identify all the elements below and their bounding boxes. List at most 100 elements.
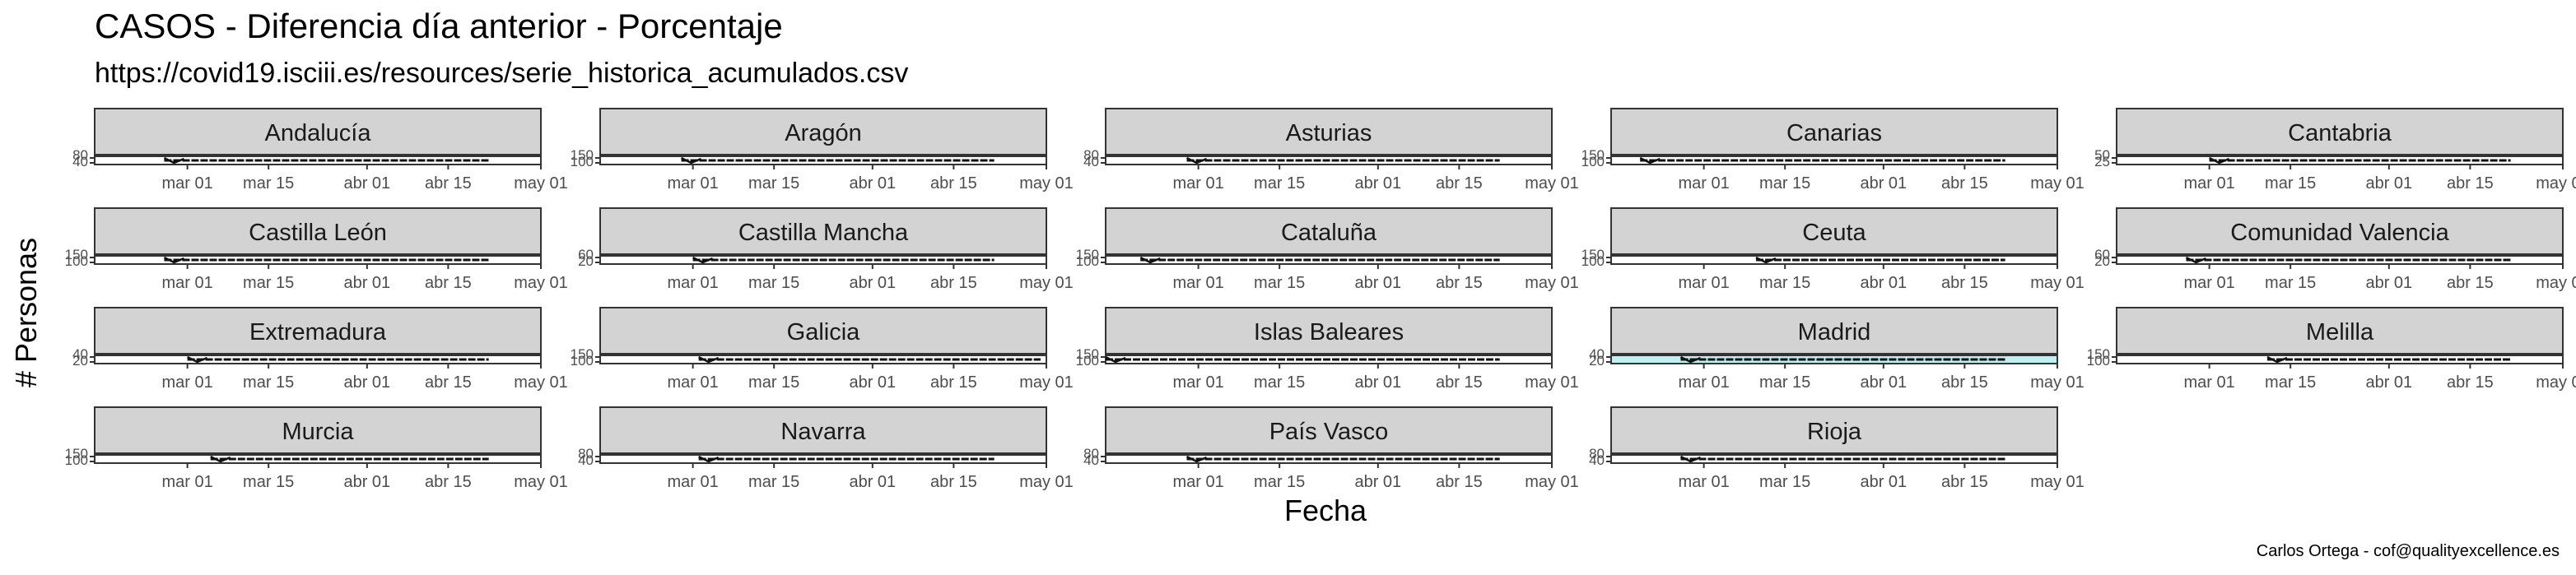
y-tick-label: 150 — [571, 147, 594, 163]
y-tick-label: 80 — [578, 446, 594, 461]
facet-strip — [1610, 207, 2058, 255]
y-tick-label: 40 — [578, 452, 594, 468]
x-tick-label: mar 01 — [161, 274, 212, 292]
facet-strip — [599, 207, 1047, 255]
facet-strip — [94, 108, 542, 155]
facet-title: Aragón — [785, 120, 862, 146]
series-peak — [698, 355, 720, 364]
facet-title: Andalucía — [265, 120, 372, 146]
x-tick-label: abr 15 — [425, 473, 472, 491]
x-tick-label: abr 15 — [2447, 174, 2494, 192]
x-tick-label: abr 01 — [343, 274, 390, 292]
x-tick-label: abr 01 — [343, 174, 390, 192]
x-tick-label: abr 15 — [425, 174, 472, 192]
x-tick-label: mar 15 — [1254, 473, 1305, 491]
x-tick-label: mar 01 — [667, 473, 718, 491]
x-tick-label: abr 15 — [2447, 373, 2494, 392]
x-tick-label: abr 01 — [1354, 473, 1401, 491]
x-tick-label: may 01 — [514, 473, 568, 491]
y-tick-label: 100 — [1581, 253, 1605, 269]
x-tick-label: may 01 — [1525, 473, 1579, 491]
facet-strip — [1105, 406, 1553, 454]
plot-area — [94, 155, 542, 165]
y-tick-label: 100 — [571, 353, 594, 369]
y-tick-label: 100 — [65, 253, 88, 269]
x-tick-label: mar 15 — [1759, 274, 1810, 292]
x-tick-label: mar 15 — [748, 373, 799, 392]
x-tick-label: may 01 — [2030, 373, 2085, 392]
x-tick-label: abr 01 — [1860, 274, 1907, 292]
x-tick-label: may 01 — [2030, 174, 2085, 192]
x-tick-label: abr 01 — [1354, 174, 1401, 192]
y-tick-label: 40 — [1083, 154, 1099, 169]
x-tick-label: abr 15 — [425, 274, 472, 292]
x-tick-label: may 01 — [2030, 274, 2085, 292]
x-tick-label: mar 01 — [1678, 373, 1729, 392]
x-tick-label: mar 15 — [1254, 174, 1305, 192]
series-peak — [163, 256, 184, 264]
y-tick-label: 20 — [72, 353, 88, 369]
x-tick-label: mar 15 — [748, 174, 799, 192]
facet-strip — [2116, 207, 2564, 255]
facet-title: Melilla — [2306, 319, 2374, 345]
y-tick-label: 40 — [72, 346, 88, 362]
facet-title: Navarra — [780, 419, 866, 445]
series-peak — [1105, 355, 1126, 364]
facet-title: País Vasco — [1269, 419, 1389, 445]
y-tick-label: 40 — [1083, 452, 1099, 468]
facet-strip — [94, 406, 542, 454]
x-tick-label: mar 01 — [1678, 274, 1729, 292]
x-tick-label: abr 15 — [930, 274, 977, 292]
y-tick-label: 80 — [72, 147, 88, 163]
y-tick-label: 80 — [1589, 446, 1605, 461]
series-peak — [1679, 355, 1701, 364]
x-tick-label: abr 15 — [1941, 174, 1988, 192]
facet-strip — [1105, 207, 1553, 255]
x-tick-label: may 01 — [1019, 174, 1074, 192]
series-peak — [2209, 156, 2230, 165]
x-tick-label: abr 01 — [343, 473, 390, 491]
x-tick-label: abr 01 — [2365, 373, 2412, 392]
series-peak — [1186, 156, 1208, 165]
x-tick-label: mar 01 — [667, 373, 718, 392]
facet-title: Castilla León — [249, 220, 387, 246]
y-tick-label: 25 — [2094, 154, 2110, 169]
y-tick-label: 60 — [578, 247, 594, 262]
facet-strip — [599, 307, 1047, 355]
series-peak — [163, 156, 184, 165]
x-tick-label: mar 15 — [748, 274, 799, 292]
plot-area — [94, 454, 542, 464]
y-tick-label: 50 — [2094, 147, 2110, 163]
x-tick-label: abr 01 — [849, 373, 896, 392]
x-tick-label: abr 15 — [1436, 473, 1483, 491]
series-peak — [2266, 355, 2288, 364]
facet-title: Murcia — [282, 419, 354, 445]
y-tick-label: 150 — [1581, 147, 1605, 163]
facet-strip — [94, 307, 542, 355]
facet-title: Galicia — [787, 319, 861, 345]
x-tick-label: mar 15 — [243, 174, 294, 192]
y-tick-label: 80 — [1083, 446, 1099, 461]
facet-strip — [1610, 406, 2058, 454]
facet-title: Canarias — [1786, 120, 1882, 146]
x-tick-label: abr 15 — [1436, 174, 1483, 192]
x-tick-label: may 01 — [1525, 373, 1579, 392]
x-tick-label: may 01 — [2536, 174, 2576, 192]
series-peak — [1639, 156, 1661, 165]
y-tick-label: 100 — [2087, 353, 2110, 369]
x-tick-label: abr 15 — [1941, 274, 1988, 292]
y-tick-label: 40 — [1589, 346, 1605, 362]
x-tick-label: mar 15 — [243, 473, 294, 491]
plot-area — [2116, 255, 2564, 265]
x-tick-label: abr 01 — [849, 473, 896, 491]
x-tick-label: abr 01 — [1860, 473, 1907, 491]
x-tick-label: abr 01 — [849, 274, 896, 292]
x-tick-label: may 01 — [1019, 274, 1074, 292]
series-peak — [1139, 256, 1161, 264]
